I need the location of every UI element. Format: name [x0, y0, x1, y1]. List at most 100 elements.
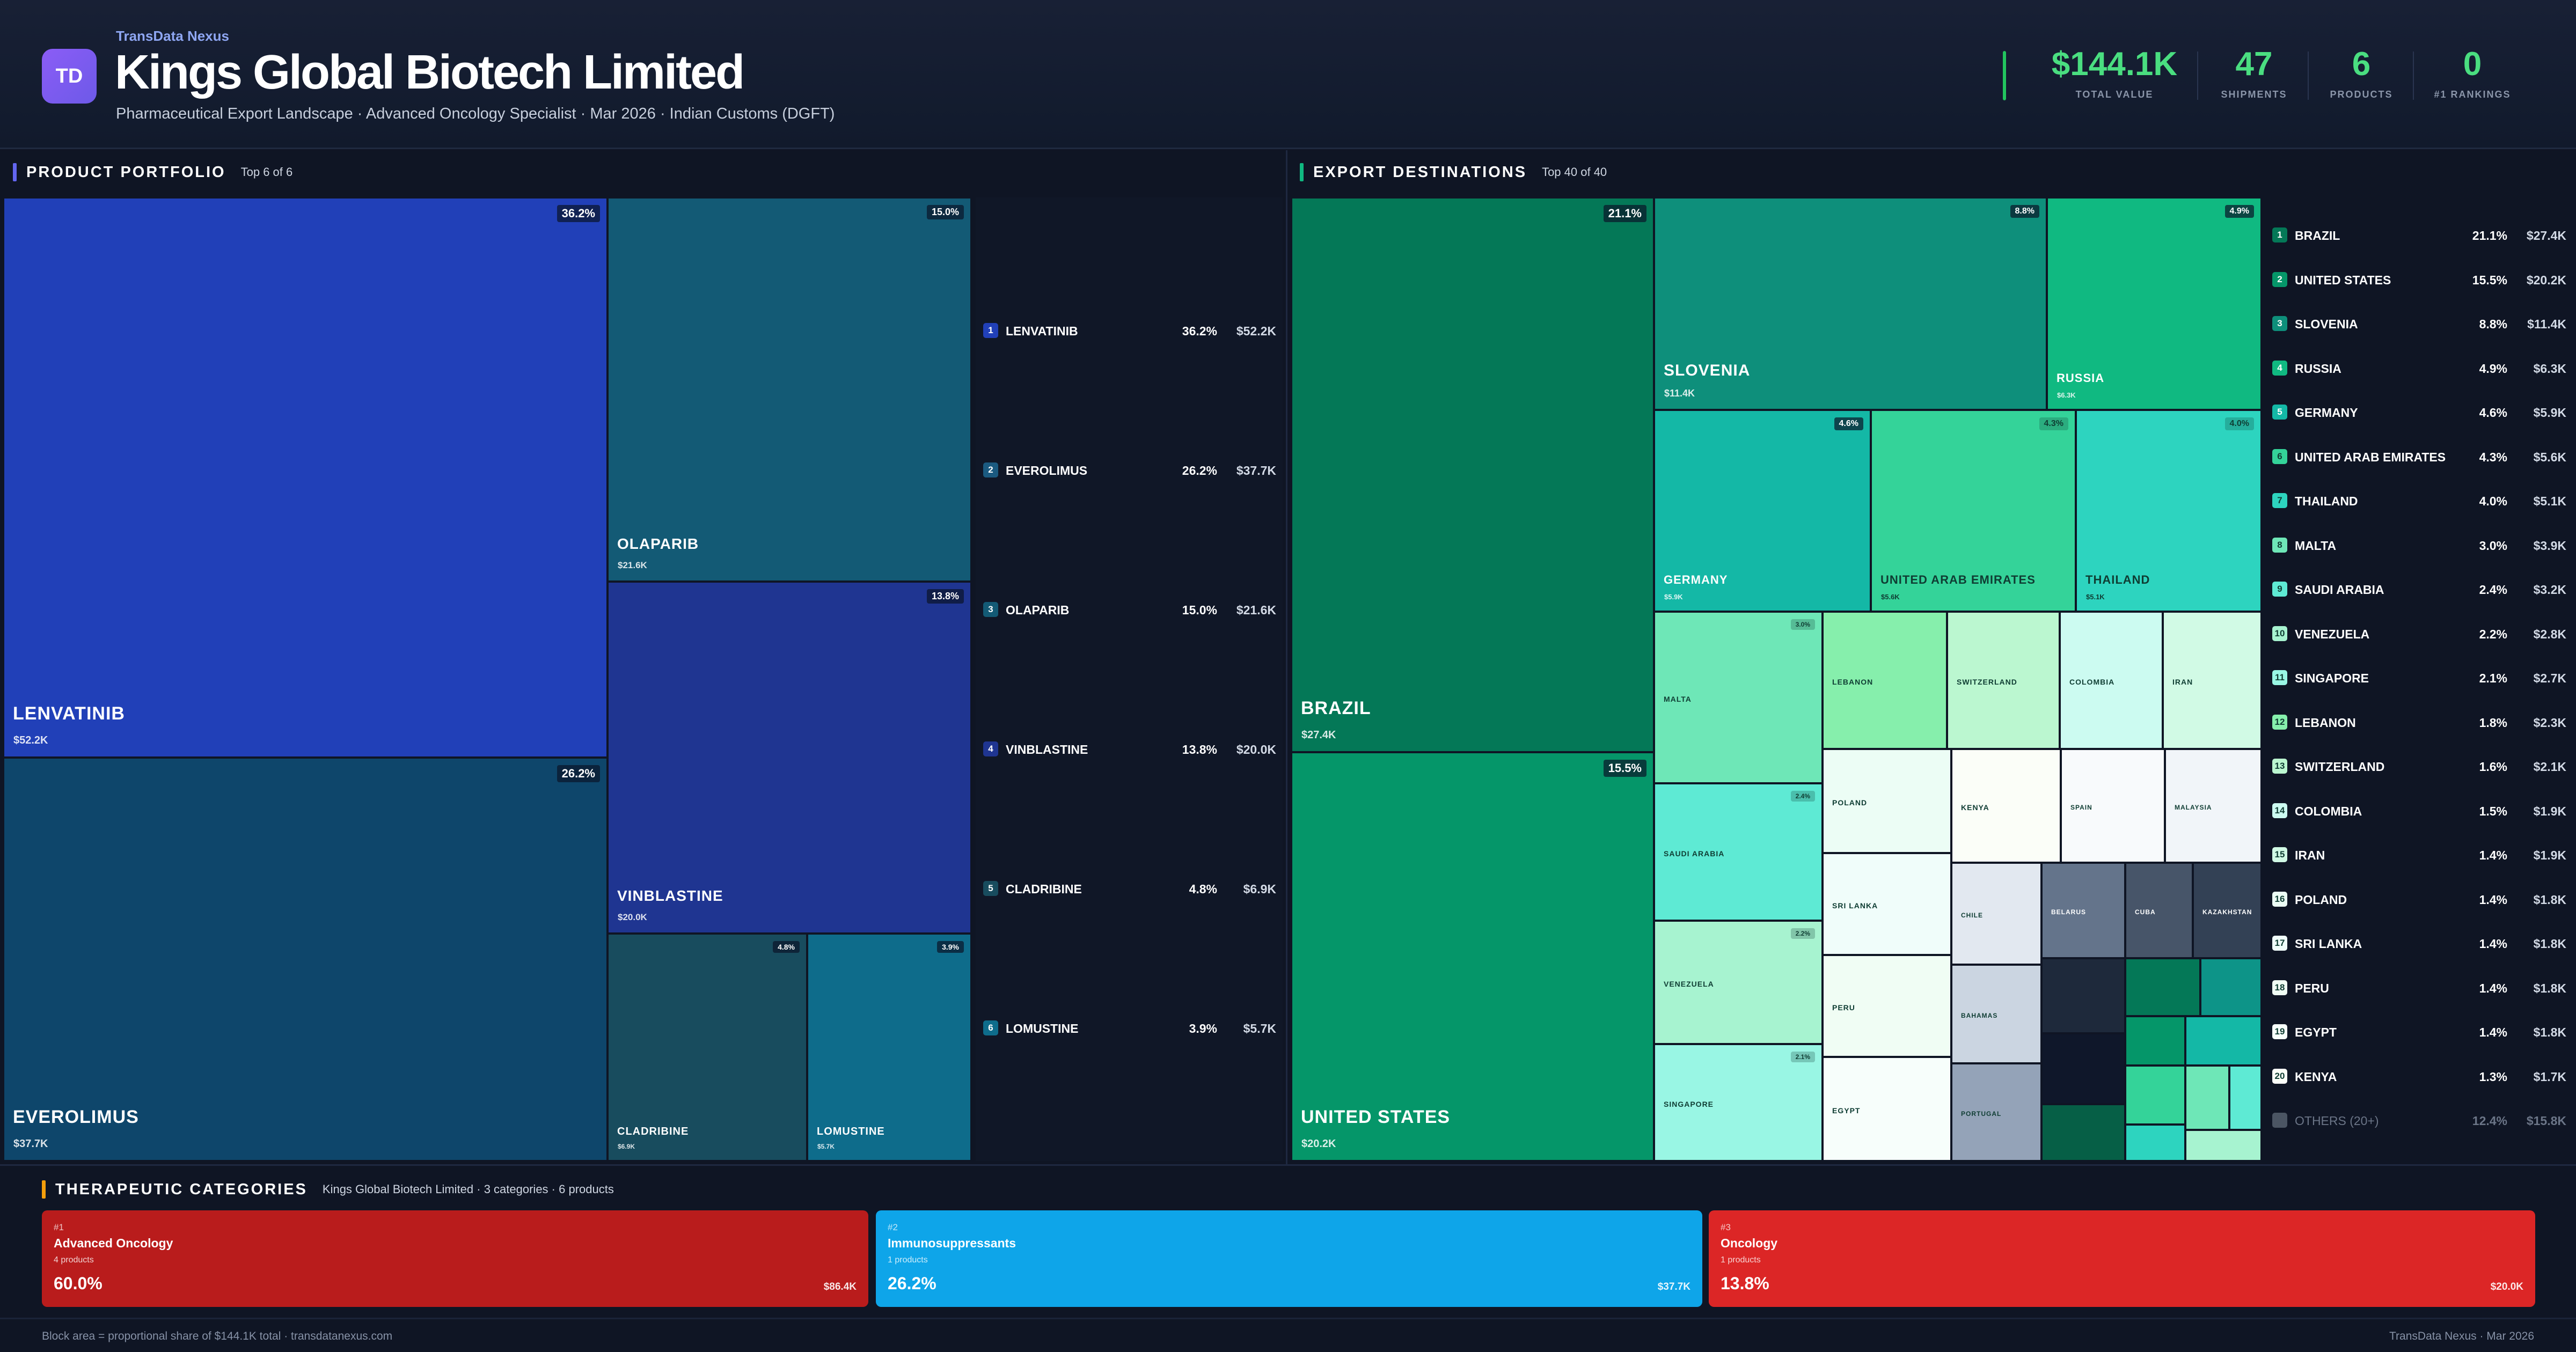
category-card[interactable]: #1 Advanced Oncology 4 products 60.0% $86.4K	[42, 1210, 868, 1307]
treemap-tile[interactable]: LEBANON	[1823, 612, 1947, 749]
treemap-tile[interactable]: SWITZERLAND	[1947, 612, 2060, 749]
page-subtitle: Pharmaceutical Export Landscape · Advanc…	[116, 105, 835, 122]
list-item-value: $20.2K	[2526, 273, 2566, 287]
list-item-name: EGYPT	[2295, 1025, 2337, 1039]
list-item[interactable]: 1 BRAZIL 21.1% $27.4K	[2272, 224, 2566, 246]
tile-share-badge: 4.0%	[2224, 417, 2254, 430]
list-item-value: $2.8K	[2533, 627, 2566, 641]
section-accent-bar	[1300, 163, 1304, 181]
treemap-tile[interactable]: 3.9% LOMUSTINE $5.7K	[807, 934, 971, 1161]
category-name: Immunosuppressants	[888, 1236, 1016, 1250]
treemap-tile[interactable]: POLAND	[1823, 749, 1951, 853]
treemap-tile-other[interactable]	[2125, 958, 2200, 1016]
list-item[interactable]: 2 UNITED STATES 15.5% $20.2K	[2272, 269, 2566, 290]
category-card[interactable]: #3 Oncology 1 products 13.8% $20.0K	[1709, 1210, 2535, 1307]
treemap-tile-other[interactable]	[2041, 958, 2125, 1033]
list-item-share: 1.4%	[2479, 1025, 2507, 1039]
treemap-tile-other[interactable]	[2200, 958, 2262, 1016]
treemap-tile-other[interactable]	[2185, 1130, 2262, 1161]
brand-name[interactable]: TransData Nexus	[116, 28, 229, 44]
tile-name: PERU	[1832, 1003, 1855, 1012]
treemap-tile[interactable]: SPAIN	[2061, 749, 2165, 863]
list-item[interactable]: 4 RUSSIA 4.9% $6.3K	[2272, 357, 2566, 379]
list-item[interactable]: 3 SLOVENIA 8.8% $11.4K	[2272, 313, 2566, 334]
treemap-tile[interactable]: MALAYSIA	[2165, 749, 2262, 863]
treemap-tile[interactable]: 36.2% LENVATINIB $52.2K	[3, 197, 608, 758]
tile-name: LOMUSTINE	[817, 1126, 885, 1137]
list-item-share: 26.2%	[1182, 464, 1217, 477]
treemap-tile[interactable]: 8.8% SLOVENIA $11.4K	[1654, 197, 2047, 410]
list-item[interactable]: 20 KENYA 1.3% $1.7K	[2272, 1066, 2566, 1087]
list-item[interactable]: 3 OLAPARIB 15.0% $21.6K	[983, 599, 1276, 620]
tile-name: COLOMBIA	[2069, 678, 2115, 686]
treemap-tile[interactable]: 4.8% CLADRIBINE $6.9K	[608, 934, 807, 1161]
list-item[interactable]: 6 LOMUSTINE 3.9% $5.7K	[983, 1017, 1276, 1039]
list-item-value: $6.9K	[1243, 882, 1276, 896]
section-subtitle: Top 6 of 6	[240, 165, 293, 179]
treemap-tile[interactable]: COLOMBIA	[2060, 612, 2163, 749]
list-item[interactable]: 16 POLAND 1.4% $1.8K	[2272, 888, 2566, 910]
list-item[interactable]: 14 COLOMBIA 1.5% $1.9K	[2272, 800, 2566, 821]
treemap-tile[interactable]: KENYA	[1951, 749, 2061, 863]
treemap-tile[interactable]: 26.2% EVEROLIMUS $37.7K	[3, 758, 608, 1161]
list-item[interactable]: 18 PERU 1.4% $1.8K	[2272, 977, 2566, 998]
treemap-tile[interactable]: 4.6% GERMANY $5.9K	[1654, 410, 1871, 612]
treemap-tile-other[interactable]	[2125, 1016, 2185, 1066]
treemap-tile[interactable]: 21.1% BRAZIL $27.4K	[1291, 197, 1654, 752]
list-item[interactable]: 2 EVEROLIMUS 26.2% $37.7K	[983, 459, 1276, 481]
tile-share-badge: 15.5%	[1603, 760, 1646, 777]
treemap-tile[interactable]: PORTUGAL	[1951, 1063, 2041, 1161]
list-item[interactable]: 4 VINBLASTINE 13.8% $20.0K	[983, 738, 1276, 760]
treemap-tile[interactable]: CHILE	[1951, 863, 2041, 965]
treemap-tile[interactable]: 15.0% OLAPARIB $21.6K	[608, 197, 971, 582]
list-item[interactable]: 9 SAUDI ARABIA 2.4% $3.2K	[2272, 578, 2566, 600]
list-item-value: $6.3K	[2533, 361, 2566, 376]
treemap-tile[interactable]: IRAN	[2163, 612, 2262, 749]
treemap-tile[interactable]: 4.3% UNITED ARAB EMIRATES $5.6K	[1871, 410, 2076, 612]
list-item[interactable]: 5 CLADRIBINE 4.8% $6.9K	[983, 878, 1276, 899]
list-item[interactable]: 11 SINGAPORE 2.1% $2.7K	[2272, 667, 2566, 688]
treemap-tile-other[interactable]	[2229, 1066, 2262, 1130]
treemap-tile[interactable]: 4.9% RUSSIA $6.3K	[2047, 197, 2262, 410]
list-item[interactable]: 7 THAILAND 4.0% $5.1K	[2272, 490, 2566, 511]
list-item[interactable]: 8 MALTA 3.0% $3.9K	[2272, 534, 2566, 556]
list-item[interactable]: 15 IRAN 1.4% $1.9K	[2272, 844, 2566, 865]
treemap-tile[interactable]: SRI LANKA	[1823, 853, 1951, 955]
treemap-tile-other[interactable]	[2125, 1066, 2185, 1125]
treemap-tile-other[interactable]	[2185, 1016, 2262, 1066]
treemap-tile[interactable]: 2.2% VENEZUELA	[1654, 921, 1823, 1044]
list-item[interactable]: 19 EGYPT 1.4% $1.8K	[2272, 1021, 2566, 1042]
treemap-tile[interactable]: 4.0% THAILAND $5.1K	[2076, 410, 2262, 612]
list-item[interactable]: 5 GERMANY 4.6% $5.9K	[2272, 401, 2566, 423]
category-card[interactable]: #2 Immunosuppressants 1 products 26.2% $37.7…	[876, 1210, 1702, 1307]
treemap-tile-other[interactable]	[2041, 1033, 2125, 1104]
list-item[interactable]: 10 VENEZUELA 2.2% $2.8K	[2272, 623, 2566, 644]
list-item-name: EVEROLIMUS	[1006, 464, 1088, 477]
tile-share-badge: 13.8%	[926, 589, 964, 604]
treemap-tile[interactable]: PERU	[1823, 955, 1951, 1057]
treemap-tile[interactable]: 2.1% SINGAPORE	[1654, 1044, 1823, 1161]
treemap-tile[interactable]: 3.0% MALTA	[1654, 612, 1823, 783]
list-item[interactable]: 13 SWITZERLAND 1.6% $2.1K	[2272, 755, 2566, 777]
list-item-value: $1.8K	[2533, 892, 2566, 907]
panel-divider	[1286, 150, 1287, 1164]
list-item[interactable]: 1 LENVATINIB 36.2% $52.2K	[983, 320, 1276, 341]
treemap-tile-other[interactable]	[2185, 1066, 2229, 1130]
list-item[interactable]: OTHERS (20+) 12.4% $15.8K	[2272, 1109, 2566, 1131]
treemap-tile[interactable]: EGYPT	[1823, 1057, 1951, 1161]
treemap-tile-other[interactable]	[2041, 1104, 2125, 1161]
list-item-name: LEBANON	[2295, 715, 2356, 730]
treemap-tile[interactable]: 13.8% VINBLASTINE $20.0K	[608, 582, 971, 934]
treemap-tile[interactable]: BAHAMAS	[1951, 965, 2041, 1063]
list-item[interactable]: 12 LEBANON 1.8% $2.3K	[2272, 711, 2566, 733]
treemap-tile[interactable]: 2.4% SAUDI ARABIA	[1654, 783, 1823, 921]
treemap-tile-other[interactable]	[2125, 1125, 2185, 1161]
treemap-tile[interactable]: BELARUS	[2041, 863, 2125, 958]
list-item[interactable]: 17 SRI LANKA 1.4% $1.8K	[2272, 932, 2566, 954]
treemap-tile[interactable]: KAZAKHSTAN	[2193, 863, 2262, 958]
treemap-tile[interactable]: 15.5% UNITED STATES $20.2K	[1291, 752, 1654, 1161]
treemap-tile[interactable]: CUBA	[2125, 863, 2193, 958]
tile-share-badge: 36.2%	[557, 205, 600, 222]
tile-name: SLOVENIA	[1664, 361, 1751, 379]
list-item[interactable]: 6 UNITED ARAB EMIRATES 4.3% $5.6K	[2272, 446, 2566, 467]
